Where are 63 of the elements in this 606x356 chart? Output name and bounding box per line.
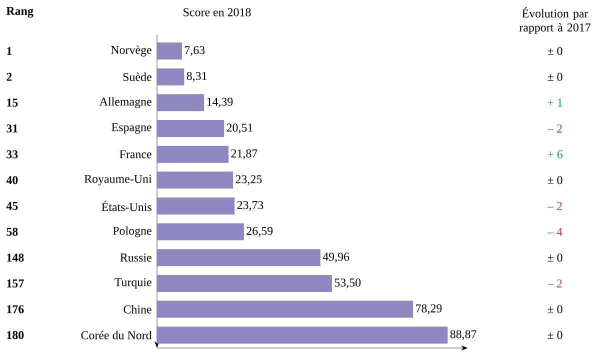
bar (157, 223, 244, 240)
bar (157, 197, 235, 214)
y-tick-label: Pologne (112, 226, 152, 238)
bar (157, 300, 414, 318)
bar (157, 326, 448, 344)
y-tick-label: Suède (123, 72, 152, 82)
text: ± 0 (548, 305, 562, 314)
text: Évolution par rapport à 2017 (519, 7, 591, 34)
data-label: 88,87 (450, 330, 476, 340)
y-tick-label: Allemagne (99, 97, 152, 108)
text: 157 (7, 279, 24, 288)
text: ± 0 (548, 72, 562, 81)
text: – 2 (547, 279, 562, 288)
data-label: 23,25 (236, 175, 262, 186)
bar (157, 146, 229, 163)
bar (157, 42, 182, 60)
text: 176 (7, 305, 24, 314)
data-label: 78,29 (416, 304, 442, 314)
y-tick-label: Royaume-Uni (84, 174, 152, 186)
text: 2 (6, 72, 12, 81)
text: ± 0 (548, 176, 562, 184)
bar (157, 68, 184, 86)
text: ± 0 (548, 254, 562, 262)
y-tick-label: France (120, 150, 152, 158)
y-tick-label: Chine (124, 305, 152, 314)
y-tick-label: Turquie (114, 278, 152, 289)
y-tick-label: Norvège (111, 46, 152, 56)
text: 1 (7, 47, 12, 55)
text: 15 (7, 98, 18, 107)
bar (157, 172, 234, 189)
bar (157, 249, 320, 266)
data-label: 49,96 (322, 252, 350, 262)
text: – 2 (547, 124, 562, 132)
text: ± 0 (548, 331, 562, 340)
text: 40 (6, 176, 18, 184)
bar (157, 274, 332, 292)
data-label: 23,73 (237, 201, 264, 211)
data-label: 20,51 (226, 124, 252, 134)
y-tick-label: États-Unis (102, 200, 152, 212)
bar (157, 120, 224, 137)
text: 31 (6, 124, 18, 132)
data-label: 8,31 (186, 72, 207, 82)
text: + 6 (548, 150, 562, 158)
text: Rang (6, 7, 34, 18)
y-tick-label: Corée du Nord (81, 330, 152, 340)
text: 148 (7, 254, 24, 262)
x-axis-title: Score en 2018 (184, 8, 251, 16)
text: + 1 (548, 98, 562, 107)
data-label: 14,39 (207, 98, 233, 108)
data-label: 26,59 (246, 226, 273, 237)
bar (157, 94, 204, 112)
text: 33 (6, 150, 18, 158)
text: ± 0 (548, 46, 562, 56)
text: – 4 (547, 228, 562, 236)
data-label: 21,87 (231, 149, 258, 160)
y-tick-label: Russie (120, 254, 152, 262)
text: – 2 (547, 202, 562, 210)
data-label: 7,63 (184, 46, 205, 56)
text: 45 (6, 202, 18, 210)
data-label: 53,50 (334, 278, 361, 288)
text: 58 (6, 228, 18, 236)
y-tick-label: Espagne (112, 123, 152, 134)
text: 180 (7, 331, 24, 340)
